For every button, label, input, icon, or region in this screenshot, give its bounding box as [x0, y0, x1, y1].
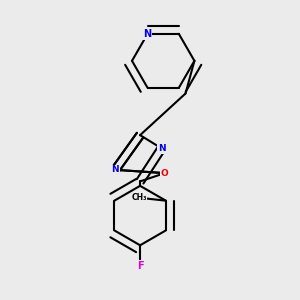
Text: O: O [161, 169, 169, 178]
Text: N: N [112, 165, 119, 174]
Text: N: N [158, 144, 165, 153]
Text: CH₃: CH₃ [131, 193, 147, 202]
Text: N: N [143, 29, 152, 39]
Text: F: F [137, 261, 143, 271]
